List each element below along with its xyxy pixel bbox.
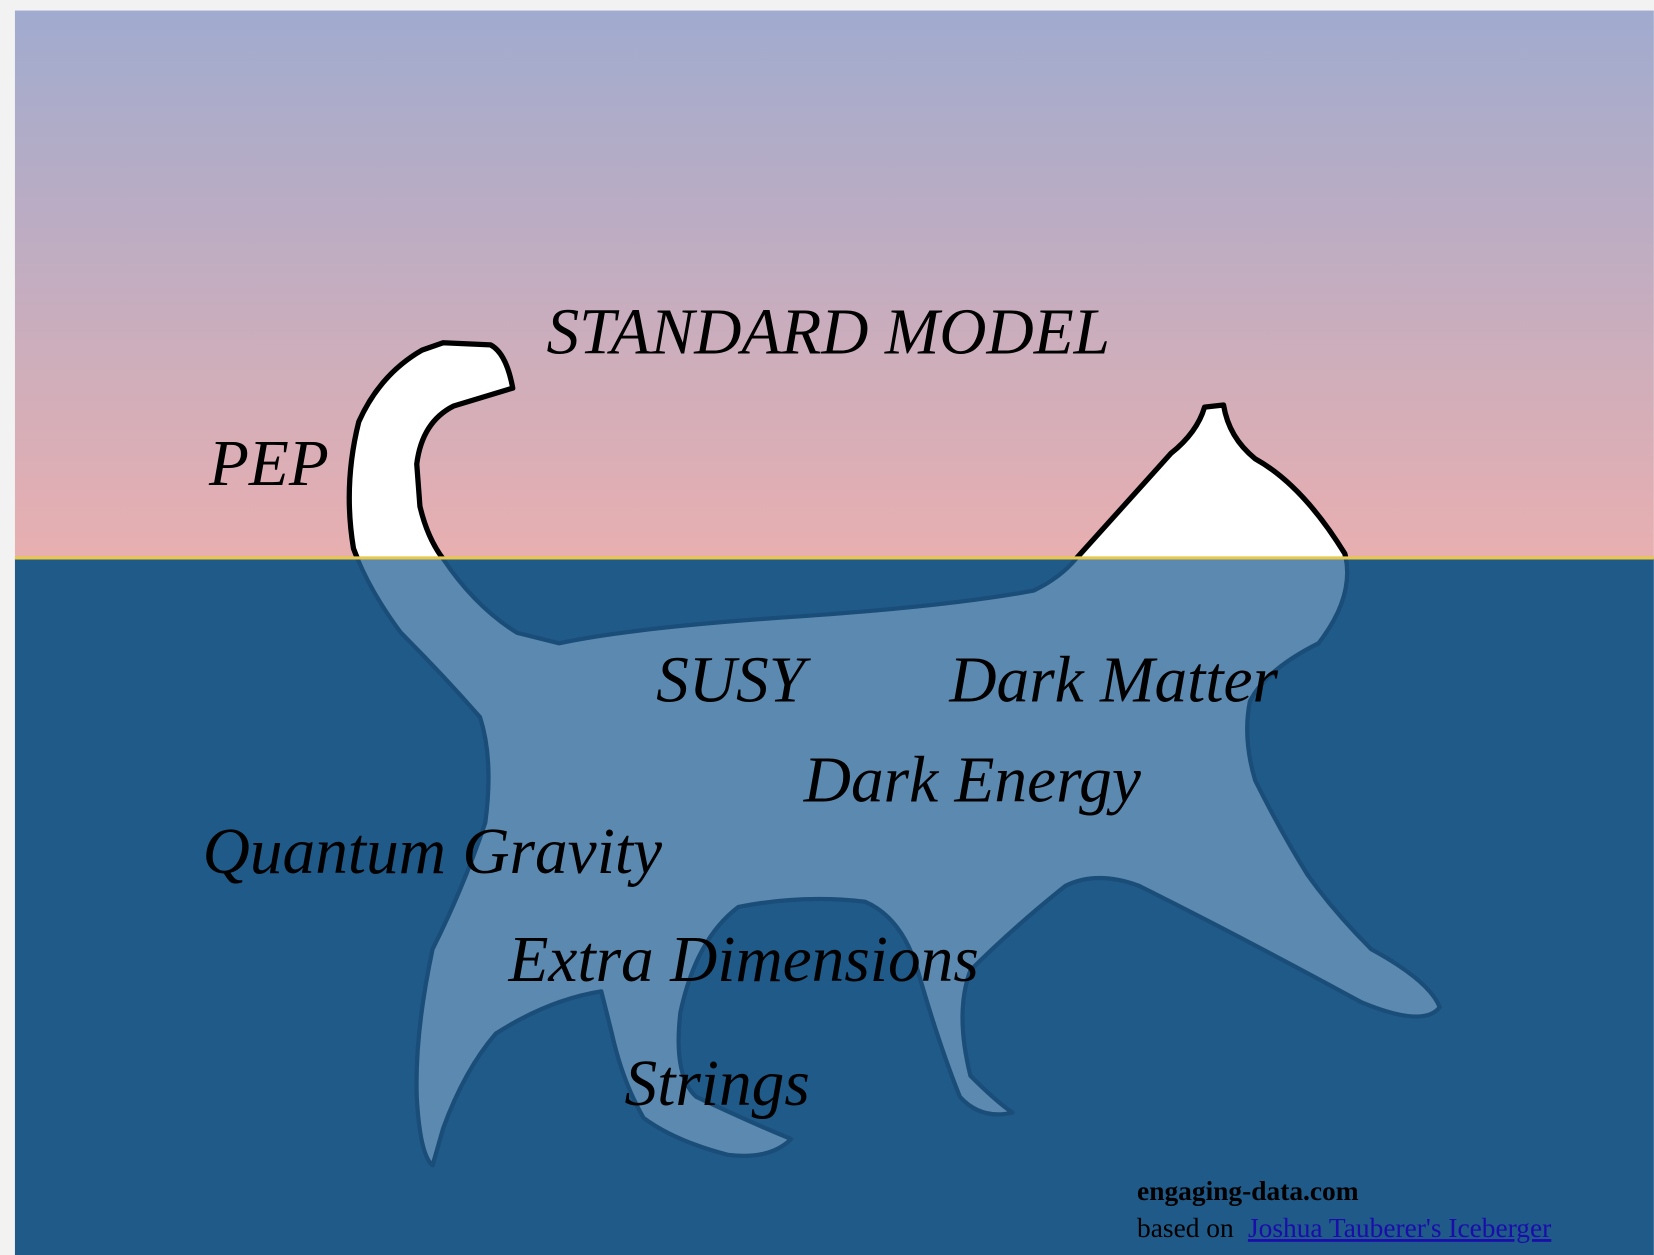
credit: based on Joshua Tauberer's Iceberger [1137,1213,1551,1243]
credit-link-text[interactable]: Joshua Tauberer's Iceberger [1248,1213,1551,1243]
label: Dark Matter [948,644,1278,716]
label: Quantum Gravity [203,816,663,888]
label: Dark Energy [803,745,1142,817]
credit-link[interactable]: Joshua Tauberer's Iceberger [1248,1213,1551,1243]
label: PEP [208,428,329,500]
credit-prefix: based on [1137,1213,1234,1243]
sky [14,10,1654,558]
label: Strings [625,1048,810,1120]
label: Extra Dimensions [508,924,979,996]
label: SUSY [656,644,812,716]
site-name: engaging-data.com [1137,1176,1359,1206]
label: STANDARD MODEL [546,296,1110,368]
